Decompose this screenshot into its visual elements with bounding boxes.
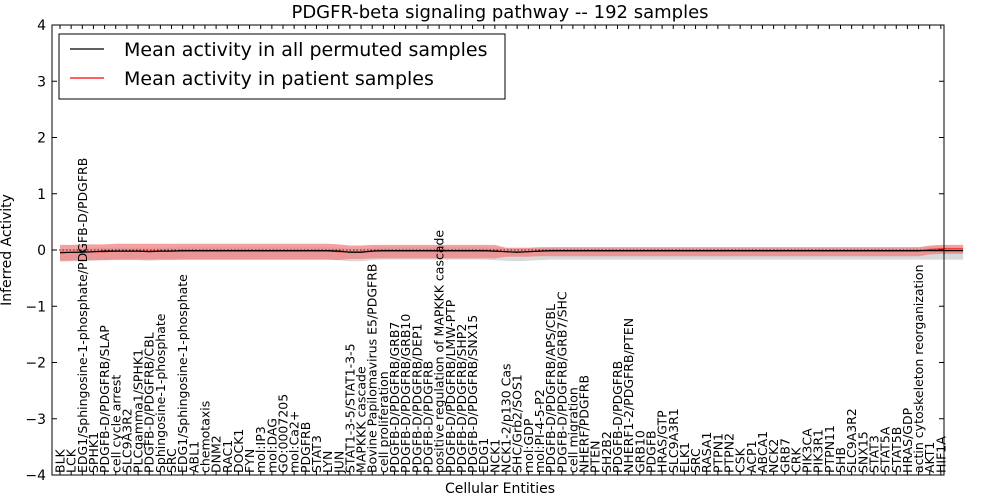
- x-tick-label: MAPKKK cascade: [354, 366, 369, 473]
- x-tick-label: chemotaxis: [198, 401, 213, 473]
- plot-area: −4−3−2−101234BLKLCKEDG1/Sphingosine-1-ph…: [25, 18, 964, 484]
- x-tick-label: Sphingosine-1-phosphate: [153, 313, 168, 473]
- x-tick-label: STAT3: [309, 435, 324, 473]
- x-tick-label: mol:GDP: [521, 418, 536, 473]
- x-tick-label: PTEN: [588, 441, 603, 473]
- x-tick-label: STAT3: [867, 435, 882, 473]
- x-tick-label: DNM2: [209, 435, 224, 473]
- x-tick-label: CSK: [733, 447, 748, 473]
- y-tick-label: −1: [25, 299, 46, 315]
- x-tick-label: positive regulation of MAPKKK cascade: [432, 230, 447, 473]
- x-tick-label: PDGFB-D/PDGFRB/SNX15: [465, 315, 480, 473]
- x-tick-label: ELK1: [677, 442, 692, 473]
- x-tick-label: SLC9A3R2: [119, 408, 134, 473]
- x-tick-label: PIK3CA: [800, 428, 815, 473]
- y-tick-label: 1: [37, 187, 46, 203]
- x-tick-label: NHERF/PDGFRB: [577, 375, 592, 473]
- x-tick-label: HRAS/GDP: [900, 407, 915, 473]
- x-tick-label: HIF1A: [933, 436, 948, 473]
- x-tick-label: PTPN2: [722, 433, 737, 473]
- x-tick-label: mol:DAG: [264, 418, 279, 473]
- x-tick-label: NCK2: [766, 439, 781, 473]
- x-tick-label: BLK: [53, 448, 68, 473]
- x-tick-label: DOCK1: [231, 429, 246, 473]
- x-tick-label: PDGFB-D/PDGFRB/SHP2: [454, 324, 469, 473]
- x-tick-label: LCK: [64, 448, 79, 473]
- x-tick-label: PDGFB: [644, 430, 659, 473]
- x-tick-label: SLC9A3R1: [666, 408, 681, 473]
- y-tick-label: 2: [37, 131, 46, 147]
- x-tick-label: SH2B2: [599, 431, 614, 473]
- x-tick-label: EDG1/Sphingosine-1-phosphate/PDGFB-D/PDG…: [75, 158, 90, 473]
- x-tick-label: PTPN11: [822, 425, 837, 473]
- x-tick-label: NCK1-2/p130 Cas: [499, 363, 514, 473]
- x-tick-label: RAC1: [220, 440, 235, 473]
- x-tick-label: HRAS/GTP: [655, 410, 670, 473]
- x-tick-label: PDGFB-D/PDGFRB/LMW-PTP: [443, 299, 458, 473]
- x-tick-label: ACP1: [744, 440, 759, 473]
- x-tick-label: PDGFB-D/PDGFRB: [420, 361, 435, 473]
- y-tick-label: −4: [25, 468, 46, 484]
- y-axis-label: Inferred Activity: [0, 194, 15, 306]
- y-tick-label: 0: [37, 243, 46, 259]
- x-tick-label: EDG1/Sphingosine-1-phosphate: [175, 274, 190, 473]
- y-tick-label: 3: [37, 74, 46, 90]
- x-tick-label: mol:IP3: [253, 426, 268, 473]
- legend-box: [58, 33, 506, 100]
- x-tick-label: PDGFB-D/PDGFRB/GRB10: [398, 314, 413, 473]
- x-tick-label: PDGFB-D/PDGFRB/DEP1: [409, 324, 424, 474]
- x-tick-label: PDGFRB: [298, 422, 313, 473]
- x-tick-label: Bovine Papilomavirus E5/PDGFRB: [365, 264, 380, 473]
- x-tick-label: STAT1-3-5/STAT1-3-5: [342, 343, 357, 473]
- x-tick-label: SHB: [833, 447, 848, 473]
- x-tick-label: PDGFB-D/PDGFRB/GRB7/SHC: [554, 291, 569, 473]
- series-line-permuted: [59, 250, 964, 254]
- x-tick-label: GRB7: [777, 438, 792, 473]
- x-tick-label: SPHK1: [86, 432, 101, 473]
- x-tick-label: NHERF1-2/PDGFRB/PTEN: [621, 318, 636, 473]
- x-tick-label: ABCA1: [755, 431, 770, 473]
- x-tick-label: NCK1: [487, 439, 502, 473]
- y-tick-label: −2: [25, 356, 46, 372]
- y-tick-label: 4: [37, 18, 46, 34]
- x-tick-label: PDGFB-D/PDGFRB/APS/CBL: [543, 304, 558, 473]
- x-tick-label: cell proliferation: [376, 371, 391, 473]
- x-tick-label: SRC: [164, 448, 179, 473]
- x-tick-label: PTPN1: [710, 433, 725, 473]
- x-tick-label: SRC: [688, 448, 703, 473]
- x-tick-label: STAT5B: [889, 427, 904, 473]
- x-tick-label: LYN: [320, 451, 335, 473]
- x-tick-label: mol:PI-4-5-P2: [532, 389, 547, 473]
- x-tick-label: RASA1: [699, 432, 714, 473]
- x-axis-label: Cellular Entities: [445, 481, 555, 497]
- x-tick-label: CRK: [788, 447, 803, 473]
- x-tick-label: FYN: [242, 449, 257, 473]
- x-tick-label: PDGFB-D/PDGFRB/CBL: [142, 332, 157, 473]
- x-tick-label: PDGFB-D/PDGFRB/GRB7: [387, 322, 402, 473]
- x-tick-label: GO:0007205: [276, 394, 291, 473]
- x-tick-label: EDG1: [476, 438, 491, 473]
- x-tick-label: actin cytoskeleton reorganization: [911, 264, 926, 473]
- x-tick-label: cell migration: [565, 387, 580, 473]
- x-tick-label: STAT5A: [878, 426, 893, 473]
- legend-entry-patient: Mean activity in patient samples: [124, 68, 434, 90]
- x-tick-label: PIK3R1: [811, 429, 826, 473]
- x-tick-label: PDGFB-D/PDGFRB: [610, 361, 625, 473]
- x-tick-label: mol:Ca2+: [287, 411, 302, 473]
- x-tick-label: cell cycle arrest: [108, 375, 123, 473]
- x-tick-label: ABL1: [186, 441, 201, 473]
- x-tick-label: PLCgamma1/SPHK1: [131, 349, 146, 473]
- chart-title: PDGFR-beta signaling pathway -- 192 samp…: [291, 2, 708, 23]
- x-tick-label: JUN: [331, 451, 346, 474]
- x-tick-label: SHC/Grb2/SOS1: [510, 374, 525, 473]
- x-tick-label: AKT1: [922, 442, 937, 473]
- x-tick-label: SLC9A3R2: [844, 408, 859, 473]
- legend-entry-permuted: Mean activity in all permuted samples: [124, 39, 487, 61]
- legend: Mean activity in all permuted samples Me…: [58, 33, 506, 100]
- x-tick-label: GRB10: [632, 430, 647, 473]
- x-tick-label: SNX15: [855, 431, 870, 473]
- x-tick-label: PDGFB-D/PDGFRB/SLAP: [97, 325, 112, 473]
- y-tick-label: −3: [25, 412, 46, 428]
